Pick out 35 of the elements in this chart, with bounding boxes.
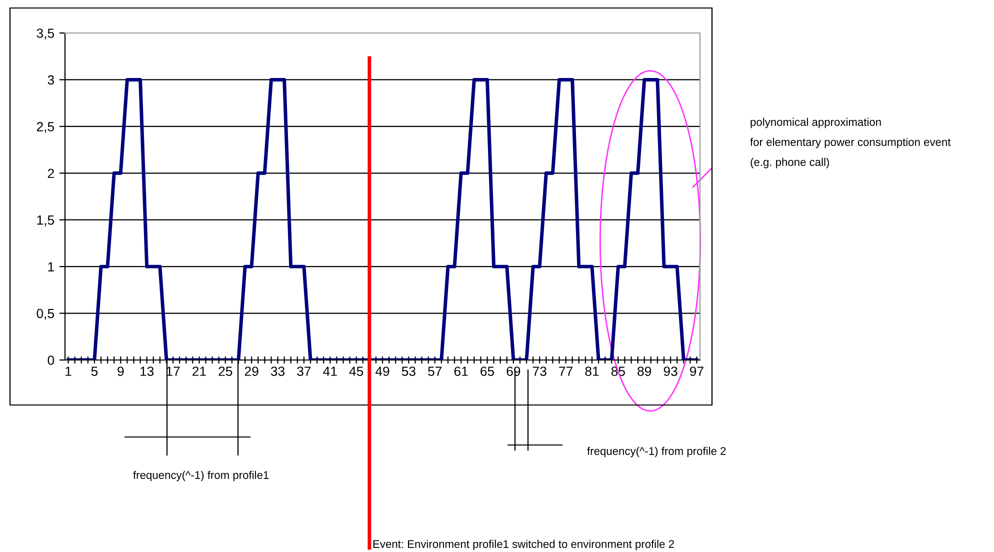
y-tick-label: 0,5 — [36, 308, 54, 320]
x-tick-label: 93 — [664, 366, 678, 376]
text: polynomical approximation for elementary power consumption event (e.g. phone call) — [750, 118, 951, 168]
text: frequency(^-1) from profile 2 — [587, 446, 726, 458]
x-tick-label: 41 — [323, 366, 337, 376]
y-tick-label: 1 — [48, 262, 54, 272]
y-tick-label: 3,5 — [36, 28, 54, 40]
x-tick-label: 45 — [349, 366, 364, 376]
x-tick-label: 73 — [532, 366, 546, 376]
x-tick-label: 97 — [690, 366, 704, 376]
x-tick-label: 53 — [402, 366, 416, 376]
x-tick-label: 65 — [480, 366, 494, 376]
x-tick-label: 1 — [66, 366, 72, 376]
x-tick-label: 5 — [91, 366, 98, 376]
y-tick-label: 0 — [48, 356, 54, 365]
x-tick-label: 17 — [166, 366, 180, 376]
x-tick-label: 33 — [270, 366, 285, 376]
y-tick-label: 2,5 — [36, 122, 54, 133]
x-tick-label: 89 — [638, 366, 652, 376]
x-tick-label: 25 — [218, 366, 232, 376]
x-tick-label: 61 — [454, 366, 468, 376]
y-tick-label: 1,5 — [37, 216, 54, 226]
x-tick-label: 9 — [118, 366, 124, 376]
x-tick-label: 21 — [192, 366, 206, 376]
x-tick-label: 49 — [375, 366, 390, 376]
y-tick-label: 3 — [48, 75, 54, 85]
x-tick-label: 29 — [244, 366, 258, 376]
x-tick-label: 57 — [428, 366, 442, 376]
x-tick-label: 13 — [140, 366, 154, 376]
ref-line-label: Event: Environment profile1 switched to environment profile 2 — [373, 540, 674, 550]
x-tick-label: 37 — [297, 366, 311, 376]
x-tick-label: 81 — [585, 366, 599, 376]
x-tick-label: 77 — [559, 366, 572, 376]
y-tick-label: 2 — [48, 168, 54, 178]
text: frequency(^-1) from profile1 — [133, 470, 269, 482]
